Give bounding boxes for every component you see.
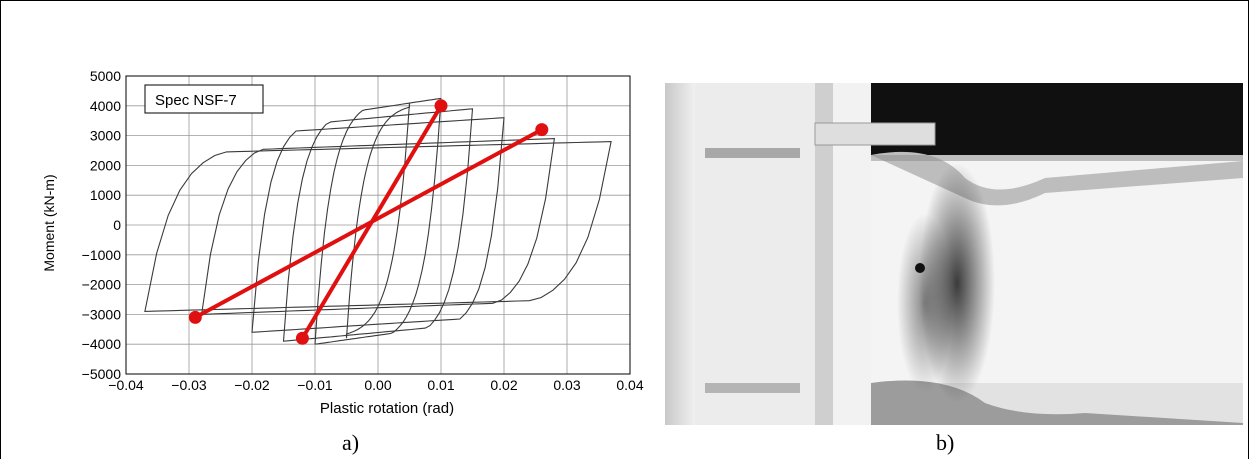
caption-a: a) <box>342 430 360 455</box>
secant-line <box>194 127 543 320</box>
y-tick-label: 2000 <box>90 157 121 173</box>
y-tick-label: 5000 <box>90 68 121 84</box>
hysteresis-curves <box>144 97 612 345</box>
y-tick-label: 3000 <box>90 128 121 144</box>
hysteresis-loop <box>282 108 474 342</box>
x-tick-label: 0.00 <box>364 377 391 393</box>
secant-point <box>535 123 549 137</box>
secant-point <box>295 331 309 345</box>
secant-point <box>434 99 448 113</box>
photo-image <box>665 83 1243 425</box>
plot-border <box>125 75 631 375</box>
y-tick-label: −2000 <box>82 277 122 293</box>
x-tick-label: −0.04 <box>108 377 144 393</box>
x-tick-label: −0.01 <box>297 377 333 393</box>
legend-text: Spec NSF-7 <box>155 92 237 109</box>
y-tick-label: 1000 <box>90 187 121 203</box>
chart-axis: −0.04 −0.03 −0.02 −0.01 0.00 0.01 0.02 0.03 0.04… <box>82 68 644 393</box>
y-axis-label: Moment (kN-m) <box>41 174 57 271</box>
y-tick-label: −5000 <box>82 366 122 382</box>
x-tick-label: 0.01 <box>427 377 454 393</box>
connection-failure-photo <box>665 83 1243 425</box>
secant-point <box>188 310 202 324</box>
chart-svg: −0.04 −0.03 −0.02 −0.01 0.00 0.01 0.02 0.03 0.04… <box>41 68 644 417</box>
y-tick-label: −1000 <box>82 247 122 263</box>
legend-box: Spec NSF-7 <box>144 84 264 114</box>
x-tick-label: 0.02 <box>490 377 517 393</box>
hysteresis-loop <box>251 117 505 333</box>
hysteresis-chart: −0.04 −0.03 −0.02 −0.01 0.00 0.01 0.02 0.03 0.04… <box>30 60 660 420</box>
y-tick-label: 4000 <box>90 98 121 114</box>
x-tick-label: −0.02 <box>234 377 270 393</box>
x-tick-label: 0.03 <box>553 377 580 393</box>
secant-lines <box>188 99 549 345</box>
x-tick-label: 0.04 <box>616 377 643 393</box>
x-axis-label: Plastic rotation (rad) <box>320 400 454 417</box>
y-tick-label: −3000 <box>82 306 122 322</box>
chart-grid <box>125 75 631 375</box>
caption-b: b) <box>936 430 955 455</box>
hysteresis-loop <box>144 141 612 312</box>
y-tick-label: −4000 <box>82 336 122 352</box>
hysteresis-loop <box>314 97 442 345</box>
x-tick-label: −0.03 <box>171 377 207 393</box>
y-tick-label: 0 <box>113 217 121 233</box>
